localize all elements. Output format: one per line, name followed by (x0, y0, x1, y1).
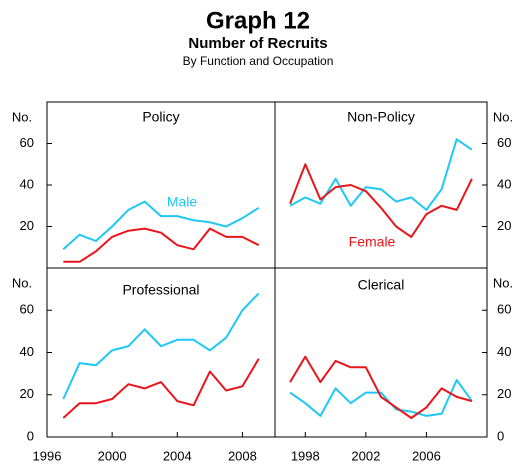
axis-unit: No. (12, 109, 32, 124)
axis-unit: No. (493, 109, 513, 124)
y-tick-label: 60 (20, 135, 34, 150)
y-tick-label: 60 (497, 302, 511, 317)
x-tick-label: 1996 (33, 448, 62, 463)
subtitle: Number of Recruits (188, 35, 327, 52)
series-line (289, 355, 473, 419)
series-label: Female (349, 234, 396, 250)
panel-title: Clerical (358, 277, 405, 293)
x-tick-label: 1998 (291, 448, 320, 463)
frame (46, 101, 488, 438)
y-tick-label: 60 (497, 135, 511, 150)
y-tick-label: 0 (27, 428, 34, 443)
axis-unit: No. (12, 275, 32, 290)
y-tick-label: 20 (20, 386, 34, 401)
y-tick-label: 40 (497, 176, 511, 191)
x-tick-label: 2000 (98, 448, 127, 463)
series-line (289, 163, 473, 238)
y-tick-label: 40 (20, 344, 34, 359)
series-line (62, 358, 260, 419)
series-line (62, 292, 260, 400)
y-tick-label: 40 (20, 176, 34, 191)
x-tick-label: 2006 (412, 448, 441, 463)
y-tick-label: 60 (20, 302, 34, 317)
series-line (289, 138, 473, 211)
title: Graph 12 (206, 7, 310, 34)
panel-title: Non-Policy (347, 109, 415, 125)
axis-unit: No. (493, 275, 513, 290)
x-tick-label: 2008 (228, 448, 257, 463)
y-tick-label: 20 (497, 386, 511, 401)
series-label: Male (167, 194, 198, 210)
series-line (63, 227, 260, 263)
y-tick-label: 20 (20, 218, 34, 233)
panel-title: Policy (142, 109, 179, 125)
series-line (289, 379, 473, 417)
x-tick-label: 2004 (163, 448, 192, 463)
y-tick-label: 20 (497, 218, 511, 233)
caption: By Function and Occupation (183, 54, 334, 68)
x-tick-label: 2002 (351, 448, 380, 463)
panel-title: Professional (122, 282, 199, 298)
y-tick-label: 40 (497, 344, 511, 359)
series-line (62, 200, 260, 251)
y-tick-label: 0 (497, 428, 504, 443)
